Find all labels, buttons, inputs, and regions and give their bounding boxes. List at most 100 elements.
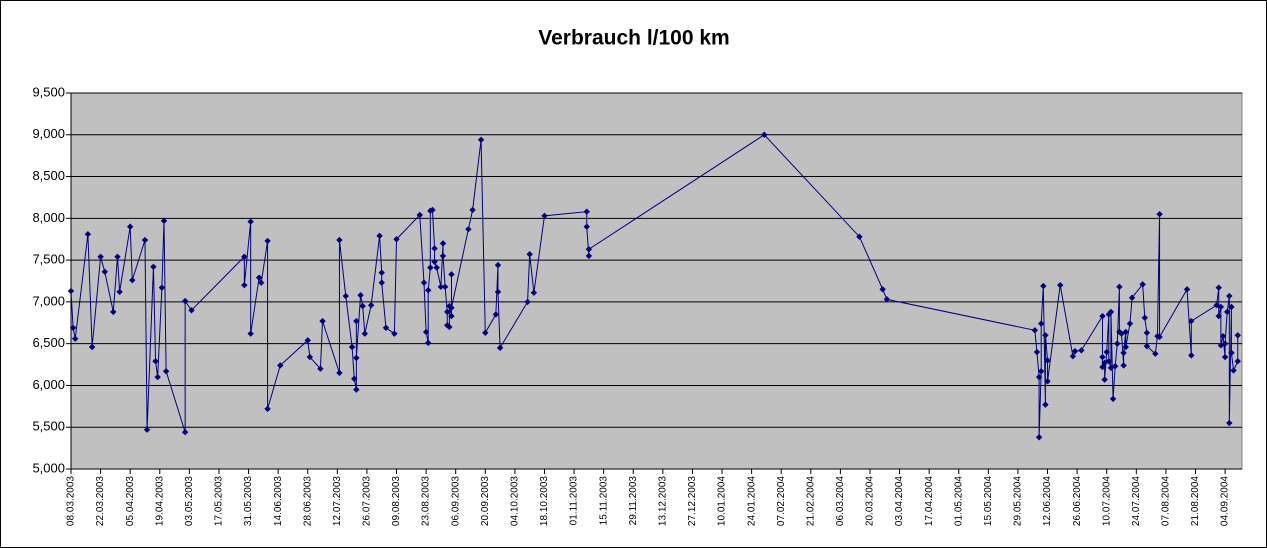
data-point (477, 136, 485, 143)
x-tick-label: 15.05.2004 (983, 476, 994, 526)
data-point (1188, 352, 1195, 359)
data-point (357, 292, 364, 299)
data-point (351, 375, 358, 382)
data-point (444, 308, 451, 316)
data-line (70, 134, 1239, 438)
data-point (162, 368, 170, 375)
data-point (883, 296, 891, 303)
data-point (306, 353, 314, 361)
x-tick-label: 17.05.2003 (214, 476, 225, 526)
x-tick-label: 28.06.2003 (302, 476, 313, 526)
y-tick-label: 8,500 (32, 168, 65, 183)
y-tick-label: 7,500 (32, 252, 65, 267)
data-point (1120, 349, 1127, 357)
data-point (1183, 286, 1191, 293)
data-point (129, 276, 136, 284)
y-tick-label: 7,000 (32, 293, 65, 308)
data-point (448, 271, 455, 278)
x-tick-label: 29.05.2004 (1013, 476, 1024, 526)
x-tick-label: 21.08.2004 (1190, 476, 1201, 526)
data-point (1057, 281, 1064, 289)
data-point (1221, 353, 1229, 361)
data-point (114, 253, 121, 260)
data-point (258, 279, 265, 286)
x-tick-label: 20.09.2003 (480, 476, 491, 526)
data-point (526, 251, 533, 258)
data-point (1141, 314, 1148, 321)
data-point (391, 330, 398, 337)
data-point (319, 317, 326, 325)
data-point (1228, 349, 1235, 357)
data-point (1215, 284, 1222, 291)
x-tick-label: 10.07.2004 (1101, 476, 1112, 526)
x-tick-label: 13.12.2003 (657, 476, 668, 526)
data-point (431, 245, 438, 252)
data-point (1143, 342, 1151, 350)
data-point (494, 288, 502, 296)
data-point (1122, 343, 1129, 351)
y-tick-label: 8,000 (32, 210, 65, 225)
data-point (126, 223, 134, 230)
x-tick-label: 06.03.2004 (835, 476, 846, 526)
data-point (1116, 283, 1123, 291)
data-point (425, 339, 432, 347)
data-point (1230, 367, 1237, 374)
data-point (1120, 362, 1127, 369)
y-tick-label: 6,000 (32, 377, 65, 392)
data-point (469, 206, 476, 214)
data-point (1037, 368, 1045, 375)
data-point (84, 231, 92, 238)
data-point (879, 286, 886, 293)
data-point (378, 269, 385, 276)
x-tick-label: 15.11.2003 (598, 476, 609, 526)
y-tick-label: 5,500 (32, 419, 65, 434)
x-tick-label: 01.05.2004 (953, 476, 964, 526)
x-tick-label: 06.09.2003 (450, 476, 461, 526)
data-point (1226, 419, 1233, 427)
data-point (353, 354, 360, 362)
data-point (1219, 332, 1227, 340)
data-point (241, 281, 248, 289)
data-point (1152, 350, 1159, 357)
x-tick-label: 03.05.2003 (184, 476, 195, 526)
data-point (181, 297, 189, 305)
data-point (110, 308, 117, 316)
data-point (1037, 320, 1045, 327)
data-point (376, 232, 383, 240)
data-point (1078, 347, 1085, 354)
data-point (429, 206, 436, 214)
y-tick-label: 6,500 (32, 335, 65, 350)
data-point (264, 405, 271, 413)
data-point (492, 311, 500, 318)
data-point (241, 253, 248, 260)
data-point (1228, 303, 1235, 311)
data-point (422, 328, 430, 336)
data-point (154, 373, 161, 381)
data-point (1128, 294, 1136, 301)
data-point (69, 324, 77, 331)
data-point (264, 237, 271, 245)
data-point (1139, 281, 1146, 288)
data-point (1107, 308, 1115, 316)
data-point (1156, 210, 1163, 218)
x-tick-label: 24.01.2004 (746, 476, 757, 526)
x-tick-label: 14.06.2003 (273, 476, 284, 526)
data-point (427, 264, 434, 271)
plot-area (70, 92, 1243, 470)
data-point (1188, 317, 1195, 325)
x-tick-label: 04.09.2004 (1220, 476, 1231, 526)
data-point (585, 246, 593, 253)
data-point (367, 302, 375, 309)
x-tick-label: 23.08.2003 (421, 476, 432, 526)
data-point (353, 386, 360, 393)
data-point (1099, 353, 1106, 361)
data-point (1122, 328, 1129, 336)
data-point (425, 286, 432, 294)
data-point (1042, 332, 1049, 339)
data-point (317, 365, 324, 372)
data-point (1105, 358, 1113, 365)
data-point (247, 218, 254, 225)
data-point (150, 263, 157, 270)
x-tick-label: 22.03.2003 (95, 476, 106, 526)
x-tick-label: 07.02.2004 (776, 476, 787, 526)
